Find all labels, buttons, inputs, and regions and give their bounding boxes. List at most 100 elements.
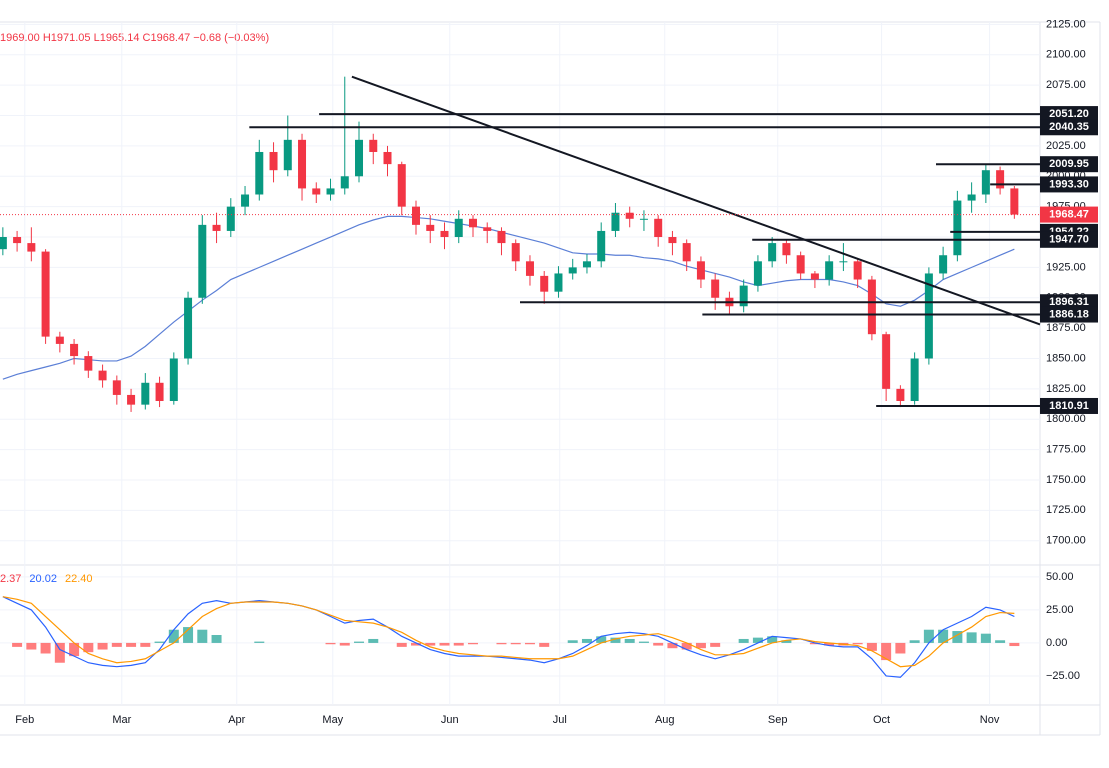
level-label: 1896.31 (1049, 296, 1089, 308)
candle-body (525, 261, 534, 276)
candle-body (112, 380, 121, 395)
histogram-bar (325, 642, 336, 645)
candle-body (426, 224, 435, 231)
y-tick-label: 50.00 (1046, 571, 1074, 583)
trendline (351, 75, 1041, 326)
histogram-bar (681, 642, 692, 650)
candle-body (1010, 188, 1019, 215)
level-box (1040, 106, 1098, 123)
histogram-bar (496, 642, 507, 645)
candle-body (483, 227, 492, 231)
histogram-bar (852, 642, 863, 645)
histogram-bar (653, 642, 664, 646)
candle-body (27, 243, 36, 252)
histogram-bar (738, 638, 749, 643)
candle-body (996, 170, 1005, 189)
candle-body (953, 200, 962, 256)
x-tick-label: Jul (553, 714, 567, 726)
histogram-bar (596, 636, 607, 643)
candle-body (326, 188, 335, 195)
candle-body (981, 170, 990, 195)
histogram-bar (453, 642, 464, 646)
candle-body (654, 218, 663, 238)
candle-body (668, 237, 677, 244)
y-tick-label: 2125.00 (1046, 18, 1086, 30)
histogram-bar (439, 642, 450, 646)
candle-body (967, 194, 976, 201)
candle-body (383, 151, 392, 165)
candle-body (340, 176, 349, 189)
candle-body (241, 194, 250, 207)
candle-body (312, 188, 321, 195)
histogram-bar (610, 637, 621, 643)
candle-body (84, 356, 93, 371)
histogram-bar (140, 642, 151, 647)
level-box (1040, 294, 1098, 311)
histogram-bar (1009, 642, 1020, 647)
candle-body (597, 230, 606, 262)
candle-body (939, 255, 948, 274)
level-box (1040, 306, 1098, 323)
histogram-bar (952, 631, 963, 643)
x-tick-label: Apr (228, 714, 245, 726)
candle-body (782, 243, 791, 256)
histogram-bar (767, 636, 778, 643)
y-tick-label: 1875.00 (1046, 322, 1086, 334)
level-label: 2051.20 (1049, 108, 1089, 120)
histogram-bar (866, 642, 877, 651)
level-box (1040, 156, 1098, 173)
legend-value: 20.02 (29, 573, 57, 585)
histogram-bar (69, 642, 80, 657)
candle-body (753, 261, 762, 286)
histogram-bar (425, 642, 436, 646)
histogram-bar (781, 640, 792, 643)
histogram-bar (183, 627, 194, 643)
y-tick-label: 1750.00 (1046, 474, 1086, 486)
candle-body (184, 297, 193, 359)
histogram-bar (411, 642, 421, 646)
candle-body (212, 224, 221, 231)
candle-body (739, 285, 748, 307)
candle-body (554, 273, 563, 292)
histogram-bar (168, 629, 179, 643)
y-tick-label: 25.00 (1046, 604, 1074, 616)
macd-line (2, 596, 1015, 678)
histogram-bar (980, 633, 991, 643)
x-tick-label: May (322, 714, 343, 726)
candle-body (825, 261, 834, 280)
histogram-bar (524, 642, 535, 645)
candle-body (867, 279, 876, 335)
candle-body (55, 336, 64, 344)
candle-body (768, 243, 777, 262)
moving-average (2, 215, 1015, 380)
candle-body (468, 218, 477, 228)
x-tick-label: Nov (980, 714, 1000, 726)
y-tick-label: 1825.00 (1046, 383, 1086, 395)
candle-body (355, 139, 364, 177)
histogram-bar (83, 642, 94, 653)
candle-body (226, 206, 235, 231)
candle-body (13, 237, 22, 244)
candle-body (70, 343, 79, 357)
candle-body (98, 370, 107, 381)
level-label: 2009.95 (1049, 158, 1089, 170)
histogram-bar (354, 641, 365, 643)
histogram-bar (895, 642, 906, 654)
y-tick-label: 0.00 (1046, 637, 1067, 649)
candle-body (497, 230, 506, 244)
candle-body (682, 243, 691, 262)
level-label: 1993.30 (1049, 178, 1089, 190)
candle-body (397, 164, 406, 207)
histogram-bar (539, 642, 550, 647)
histogram-bar (638, 641, 649, 643)
histogram-bar (667, 642, 678, 649)
y-tick-label: 1700.00 (1046, 535, 1086, 547)
histogram-bar (510, 642, 521, 645)
x-tick-label: Oct (873, 714, 890, 726)
y-tick-label: 2075.00 (1046, 79, 1086, 91)
histogram-bar (97, 642, 108, 650)
level-label: 1810.91 (1049, 400, 1089, 412)
histogram-bar (567, 640, 578, 643)
histogram-bar (40, 642, 51, 654)
